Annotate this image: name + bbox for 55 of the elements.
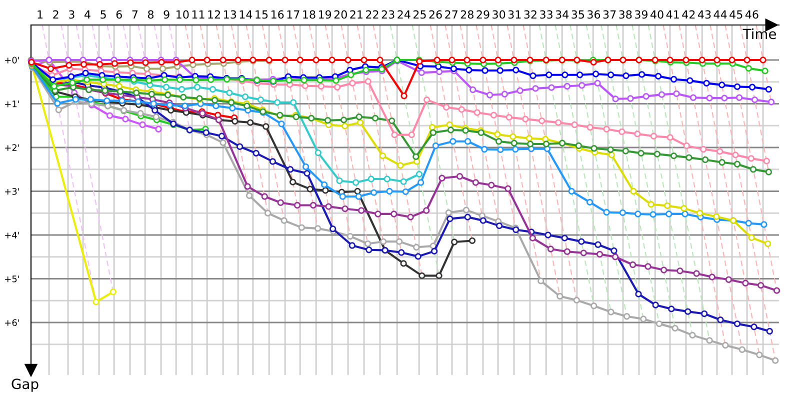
- x-tick-label: 22: [366, 10, 378, 19]
- y-tick-label: +1': [5, 100, 20, 108]
- x-tick-label: 39: [634, 10, 648, 19]
- x-tick-label: 18: [303, 10, 316, 19]
- x-tick-label: 37: [603, 10, 616, 19]
- x-tick-label: 40: [650, 10, 664, 19]
- x-tick-label: 17: [287, 10, 300, 19]
- x-tick-label: 19: [318, 10, 332, 19]
- x-tick-label: 41: [666, 10, 679, 19]
- x-tick-label: 20: [334, 10, 347, 19]
- x-tick-label: 30: [492, 10, 506, 19]
- x-tick-label: 1: [38, 10, 43, 19]
- x-tick-label: 45: [730, 10, 742, 19]
- x-tick-label: 38: [619, 10, 632, 19]
- x-tick-label: 4: [84, 10, 90, 19]
- x-tick-label: 32: [524, 10, 536, 19]
- x-tick-label: 21: [350, 10, 362, 19]
- y-tick-label: +5': [5, 276, 20, 282]
- x-tick-label: 33: [540, 10, 552, 19]
- x-tick-label: 9: [164, 10, 170, 19]
- x-axis-title: Time: [742, 28, 776, 40]
- x-tick-label: 28: [460, 10, 474, 19]
- x-tick-label: 27: [445, 10, 458, 19]
- x-tick-label: 24: [398, 10, 410, 19]
- x-tick-label: 44: [714, 10, 727, 19]
- x-tick-label: 35: [572, 10, 584, 19]
- y-tick-label: +6': [5, 319, 20, 326]
- x-tick-label: 13: [224, 10, 236, 19]
- y-tick-label: +2': [5, 144, 20, 151]
- x-tick-label: 5: [100, 10, 106, 19]
- x-tick-label: 2: [53, 10, 58, 19]
- x-tick-label: 43: [698, 10, 711, 19]
- x-tick-label: 12: [208, 10, 220, 19]
- x-tick-label: 36: [588, 10, 600, 19]
- x-tick-label: 46: [745, 10, 758, 19]
- y-tick-label: +0': [5, 56, 20, 64]
- x-tick-label: 31: [508, 10, 521, 19]
- x-tick-label: 29: [476, 10, 490, 19]
- y-axis-title: Gap: [12, 378, 38, 392]
- x-tick-label: 25: [413, 10, 426, 19]
- x-tick-label: 26: [429, 10, 442, 19]
- x-tick-label: 8: [148, 10, 154, 19]
- x-tick-label: 23: [382, 10, 394, 19]
- x-tick-label: 11: [192, 10, 204, 19]
- y-tick-label: +3': [5, 188, 20, 195]
- x-tick-label: 6: [116, 10, 122, 19]
- x-tick-label: 3: [68, 10, 74, 19]
- x-tick-label: 10: [176, 10, 189, 19]
- x-tick-label: 34: [556, 10, 569, 19]
- y-tick-label: +4': [5, 232, 20, 238]
- x-tick-label: 7: [132, 10, 138, 19]
- x-tick-label: 14: [240, 10, 252, 19]
- x-tick-label: 15: [256, 10, 268, 19]
- x-tick-label: 16: [271, 10, 284, 19]
- x-tick-label: 42: [682, 10, 695, 19]
